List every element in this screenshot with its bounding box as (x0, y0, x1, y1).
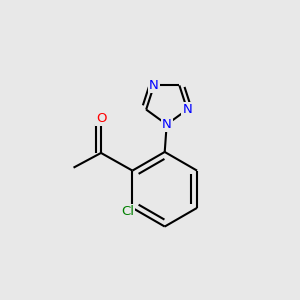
Text: N: N (149, 79, 159, 92)
Text: Cl: Cl (121, 205, 134, 218)
Text: O: O (96, 112, 106, 125)
Text: N: N (182, 103, 192, 116)
Text: N: N (162, 118, 172, 131)
